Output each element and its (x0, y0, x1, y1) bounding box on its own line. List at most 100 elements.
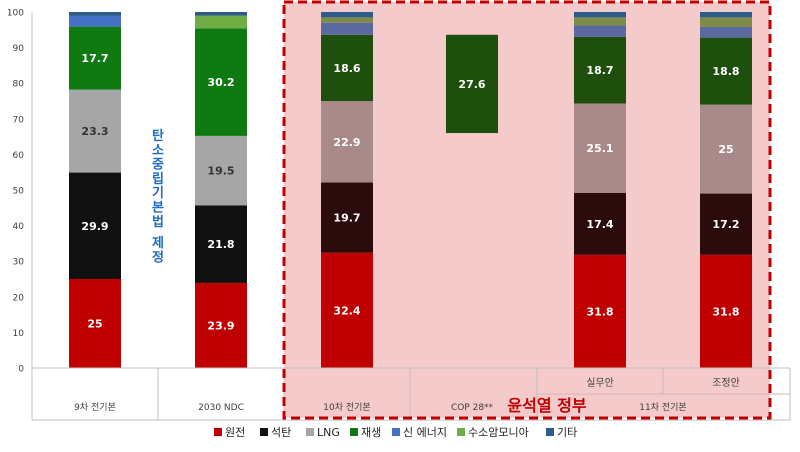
vertical-annotation-char: 정 (152, 249, 164, 265)
bar-segment-신 에너지 (700, 26, 752, 38)
bar-segment-신 에너지 (321, 22, 373, 35)
legend-label: LNG (317, 426, 340, 439)
category-label: COP 28** (451, 403, 494, 413)
bar-segment-신 에너지 (69, 15, 121, 27)
bar-segment-석탄 (574, 192, 626, 255)
data-label: 23.3 (81, 125, 108, 138)
data-label: 22.9 (333, 136, 360, 149)
y-tick-label: 50 (13, 187, 25, 197)
y-tick-label: 10 (13, 329, 25, 339)
legend-swatch (457, 428, 465, 436)
bar-segment-기타 (69, 12, 121, 16)
vertical-annotation-char: 소 (152, 143, 164, 158)
y-tick-label: 80 (13, 80, 25, 90)
legend-swatch (546, 428, 554, 436)
bar-segment-기타 (195, 12, 247, 16)
bar-segment-LNG (700, 104, 752, 194)
vertical-annotation-char: 탄 (152, 128, 164, 144)
data-label: 17.4 (586, 218, 613, 231)
sub-category-label: 조정안 (712, 377, 740, 389)
bar-segment-수소암모니아 (700, 17, 752, 27)
bar-segment-기타 (700, 12, 752, 18)
sub-category-label: 실무안 (586, 377, 614, 389)
data-label: 31.8 (712, 305, 739, 318)
legend-swatch (306, 428, 314, 436)
vertical-annotation-char: 본 (152, 201, 164, 216)
data-label: 17.2 (712, 218, 739, 231)
data-label: 18.6 (333, 62, 360, 75)
bar-segment-재생 (446, 34, 498, 134)
y-tick-label: 70 (13, 115, 25, 125)
highlight-label: 윤석열 정부 (507, 396, 586, 415)
bar-segment-신 에너지 (574, 25, 626, 37)
legend-label: 원전 (225, 426, 245, 439)
legend-label: 신 에너지 (403, 426, 447, 439)
legend-label: 재생 (361, 426, 381, 439)
y-tick-label: 20 (13, 293, 25, 303)
data-label: 19.5 (207, 165, 234, 178)
bar-segment-재생 (700, 37, 752, 105)
data-label: 31.8 (586, 305, 613, 318)
data-label: 21.8 (207, 238, 234, 251)
data-label: 25 (718, 143, 733, 156)
y-tick-label: 40 (13, 222, 25, 232)
bar-segment-LNG (69, 89, 121, 173)
bar-segment-수소암모니아 (321, 17, 373, 23)
bar-segment-재생 (321, 34, 373, 102)
vertical-annotation-char: 중 (152, 158, 164, 173)
legend-swatch (214, 428, 222, 436)
bar-segment-원전 (69, 279, 121, 368)
data-label: 32.4 (333, 304, 360, 317)
vertical-annotation-char: 제 (152, 236, 164, 251)
legend-label: 수소암모니아 (468, 426, 529, 439)
bar-segment-수소암모니아 (195, 15, 247, 29)
bar-segment-LNG (195, 135, 247, 206)
bar-segment-기타 (574, 12, 626, 18)
bar-segment-기타 (321, 12, 373, 18)
bar-segment-석탄 (321, 182, 373, 253)
bar-segment-재생 (574, 36, 626, 104)
vertical-annotation-char: 기 (152, 186, 164, 201)
y-tick-label: 90 (13, 44, 25, 54)
bar-segment-수소암모니아 (574, 17, 626, 26)
bar-segment-원전 (574, 254, 626, 368)
data-label: 19.7 (333, 212, 360, 225)
highlight-border (282, 0, 772, 420)
data-label: 30.2 (207, 76, 234, 89)
bar-segment-석탄 (700, 193, 752, 255)
data-label: 29.9 (81, 220, 108, 233)
bar-segment-원전 (321, 252, 373, 368)
category-label: 9차 전기본 (74, 401, 116, 413)
vertical-annotation-char: 법 (152, 214, 164, 230)
category-label: 2030 NDC (198, 403, 244, 413)
bar-segment-석탄 (69, 172, 121, 279)
y-tick-label: 60 (13, 151, 25, 161)
data-label: 23.9 (207, 319, 234, 332)
data-label: 27.6 (458, 78, 485, 91)
bar-segment-재생 (195, 28, 247, 136)
bar-segment-석탄 (195, 205, 247, 283)
legend-swatch (350, 428, 358, 436)
category-label: 10차 전기본 (323, 401, 370, 413)
data-label: 18.7 (586, 64, 613, 77)
legend-label: 기타 (557, 426, 577, 439)
legend-swatch (392, 428, 400, 436)
data-label: 18.8 (712, 65, 739, 78)
y-tick-label: 0 (18, 365, 24, 375)
y-tick-label: 30 (13, 258, 25, 268)
legend-swatch (260, 428, 268, 436)
bar-segment-원전 (700, 254, 752, 368)
category-label: 11차 전기본 (639, 401, 686, 413)
bar-segment-LNG (321, 101, 373, 183)
data-label: 17.7 (81, 52, 108, 65)
legend-label: 석탄 (271, 426, 291, 439)
bar-segment-재생 (69, 26, 121, 90)
vertical-annotation-char: 립 (152, 172, 164, 187)
y-tick-label: 100 (7, 9, 24, 19)
bar-segment-원전 (195, 282, 247, 368)
bar-segment-LNG (574, 103, 626, 193)
data-label: 25 (87, 318, 102, 331)
data-label: 25.1 (586, 142, 613, 155)
